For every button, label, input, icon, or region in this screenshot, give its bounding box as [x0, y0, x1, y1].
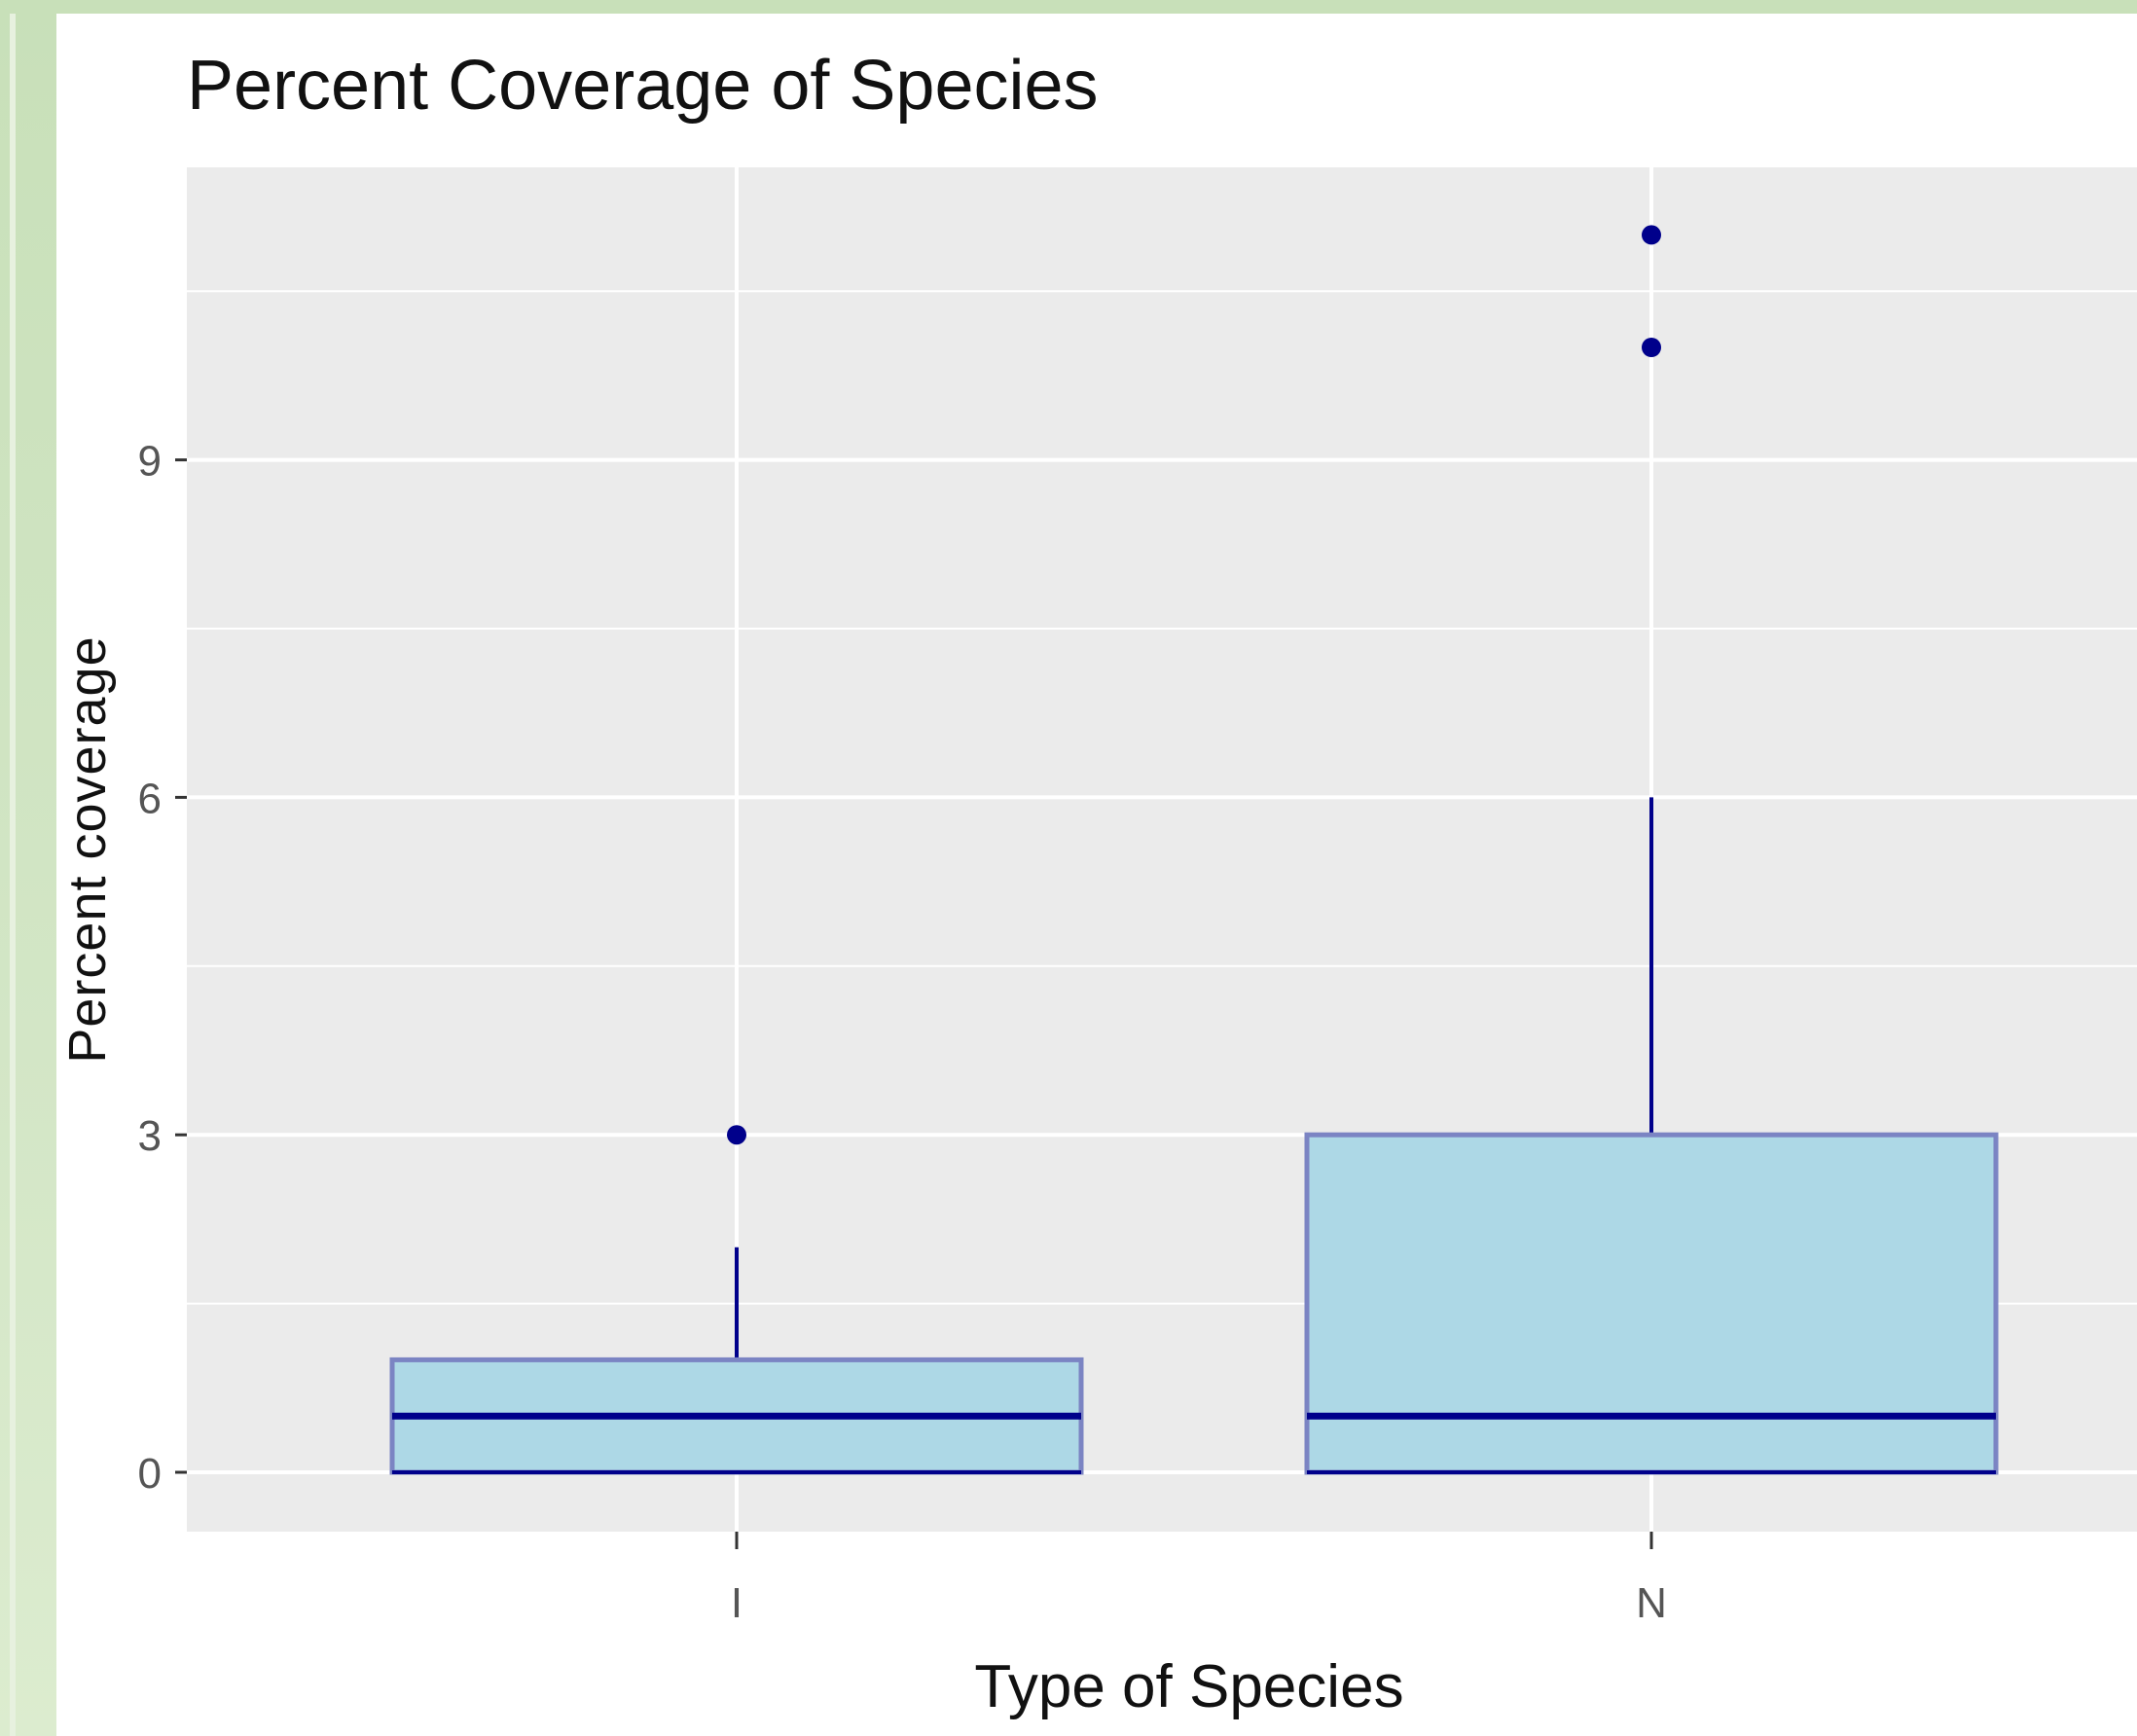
outlier-point [1642, 338, 1661, 357]
box-N [1304, 225, 1999, 1475]
left-band-highlight [10, 14, 16, 1736]
x-axis-label: Type of Species [974, 1653, 1403, 1720]
y-tick-label: 6 [138, 775, 162, 822]
x-tick-label: I [731, 1579, 743, 1627]
y-tick-label: 3 [138, 1112, 162, 1160]
x-tick-label: N [1636, 1579, 1667, 1627]
y-tick-label: 9 [138, 438, 162, 486]
top-decorative-band [0, 0, 2137, 14]
y-tick-label: 0 [138, 1450, 162, 1498]
box-iqr [1304, 1132, 1999, 1475]
left-decorative-band [0, 0, 56, 1736]
box-I [389, 1125, 1084, 1475]
chart-title: Percent Coverage of Species [187, 47, 1099, 125]
y-axis-label: Percent coverage [58, 635, 117, 1063]
outlier-point [727, 1125, 746, 1145]
boxes-layer [389, 225, 1999, 1475]
y-axis-ticks: 0 3 6 9 [138, 438, 187, 1498]
outlier-point [1642, 225, 1661, 245]
